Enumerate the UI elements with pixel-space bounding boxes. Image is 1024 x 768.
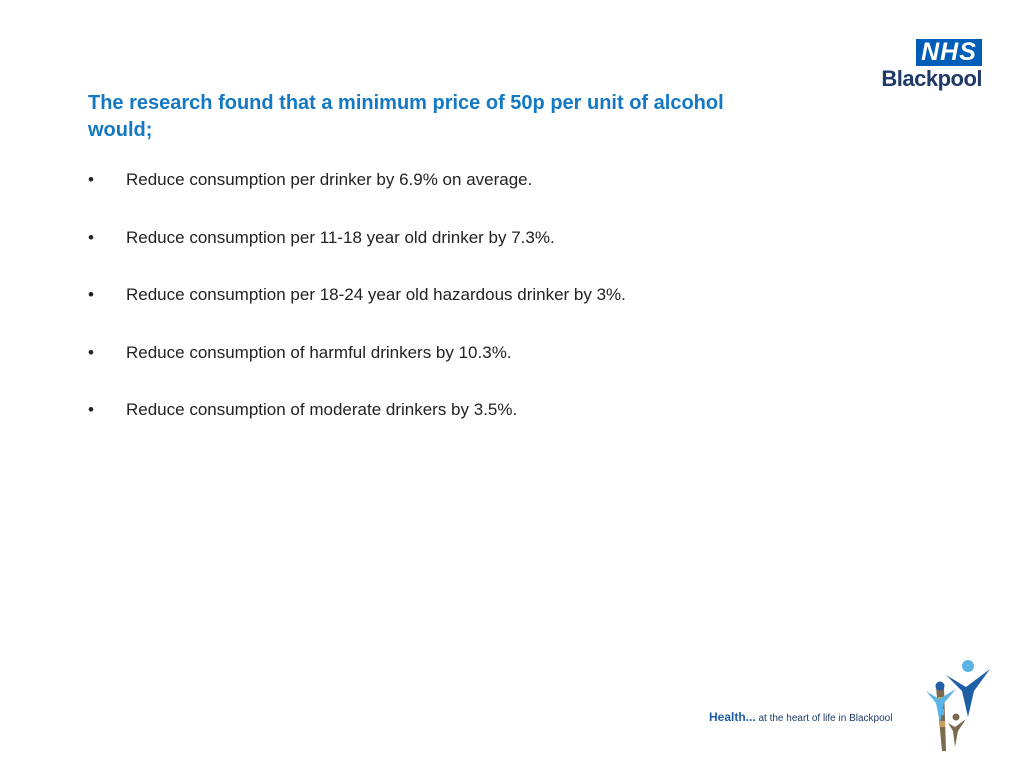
list-item: • Reduce consumption of harmful drinkers… bbox=[88, 338, 788, 396]
figure-head bbox=[952, 713, 960, 721]
bullet-text: Reduce consumption per drinker by 6.9% o… bbox=[126, 170, 533, 189]
bullet-text: Reduce consumption per 18-24 year old ha… bbox=[126, 285, 626, 304]
figure-body bbox=[946, 669, 990, 717]
nhs-blackpool-logo: NHS Blackpool bbox=[881, 39, 982, 93]
bullet-marker: • bbox=[88, 342, 94, 362]
nhs-badge: NHS bbox=[916, 39, 982, 66]
figure-head bbox=[935, 681, 945, 691]
strapline-text: at the heart of life in Blackpool bbox=[758, 713, 893, 724]
list-item: • Reduce consumption per drinker by 6.9%… bbox=[88, 165, 788, 223]
strapline-lead: Health... bbox=[709, 710, 756, 724]
footer-strapline: Health... at the heart of life in Blackp… bbox=[709, 709, 892, 727]
bullet-text: Reduce consumption of harmful drinkers b… bbox=[126, 342, 512, 362]
figure-body bbox=[926, 689, 956, 723]
bullet-marker: • bbox=[88, 400, 94, 419]
figure-head bbox=[962, 660, 974, 672]
list-item: • Reduce consumption per 18-24 year old … bbox=[88, 280, 788, 338]
nhs-org-name: Blackpool bbox=[881, 66, 982, 91]
slide-title: The research found that a minimum price … bbox=[88, 92, 724, 141]
bullet-marker: • bbox=[88, 227, 94, 247]
bullet-list: • Reduce consumption per drinker by 6.9%… bbox=[88, 165, 788, 453]
bullet-text: Reduce consumption of moderate drinkers … bbox=[126, 400, 518, 419]
list-item: • Reduce consumption of moderate drinker… bbox=[88, 395, 788, 453]
figure-body bbox=[948, 719, 966, 747]
people-figures-icon bbox=[926, 660, 990, 751]
pole-detail bbox=[940, 721, 945, 727]
bullet-text: Reduce consumption per 11-18 year old dr… bbox=[126, 227, 555, 247]
bullet-marker: • bbox=[88, 285, 94, 304]
list-item: • Reduce consumption per 11-18 year old … bbox=[88, 223, 788, 281]
bullet-marker: • bbox=[88, 170, 94, 189]
